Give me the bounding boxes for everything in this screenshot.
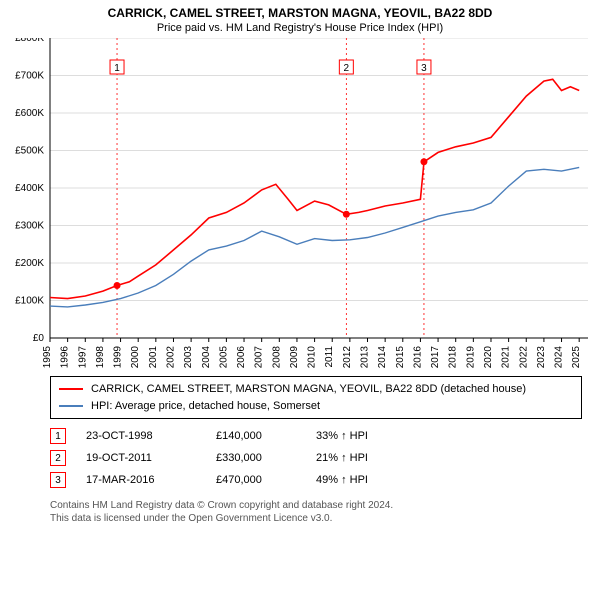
svg-text:2020: 2020 (483, 346, 494, 368)
svg-text:2014: 2014 (377, 346, 388, 368)
svg-text:3: 3 (421, 63, 427, 74)
event-pct: 21% ↑ HPI (316, 452, 368, 464)
svg-text:2015: 2015 (395, 346, 406, 368)
svg-text:1: 1 (114, 63, 120, 74)
event-pct: 49% ↑ HPI (316, 474, 368, 486)
svg-text:2008: 2008 (271, 346, 282, 368)
svg-text:£800K: £800K (15, 38, 44, 44)
event-marker: 2 (50, 450, 66, 466)
event-pct: 33% ↑ HPI (316, 430, 368, 442)
svg-text:1997: 1997 (77, 346, 88, 368)
svg-text:2002: 2002 (165, 346, 176, 368)
svg-text:2011: 2011 (324, 346, 335, 368)
svg-text:2017: 2017 (430, 346, 441, 368)
event-price: £330,000 (216, 452, 296, 464)
event-date: 17-MAR-2016 (86, 474, 196, 486)
svg-text:2010: 2010 (307, 346, 318, 368)
event-date: 19-OCT-2011 (86, 452, 196, 464)
sale-event-row: 2 19-OCT-2011 £330,000 21% ↑ HPI (50, 447, 582, 469)
legend-label: CARRICK, CAMEL STREET, MARSTON MAGNA, YE… (91, 381, 526, 398)
svg-text:£300K: £300K (15, 221, 44, 232)
legend: CARRICK, CAMEL STREET, MARSTON MAGNA, YE… (50, 376, 582, 419)
svg-text:£700K: £700K (15, 71, 44, 82)
svg-text:2006: 2006 (236, 346, 247, 368)
svg-text:£0: £0 (33, 333, 45, 344)
svg-text:2007: 2007 (254, 346, 265, 368)
svg-text:2022: 2022 (518, 346, 529, 368)
svg-text:2005: 2005 (218, 346, 229, 368)
legend-swatch (59, 405, 83, 407)
svg-text:1999: 1999 (113, 346, 124, 368)
svg-text:2025: 2025 (571, 346, 582, 368)
event-price: £470,000 (216, 474, 296, 486)
svg-text:2021: 2021 (501, 346, 512, 368)
footer-line: Contains HM Land Registry data © Crown c… (50, 499, 582, 512)
svg-text:£500K: £500K (15, 146, 44, 157)
legend-swatch (59, 388, 83, 390)
svg-text:2000: 2000 (130, 346, 141, 368)
svg-text:1995: 1995 (42, 346, 53, 368)
footer-line: This data is licensed under the Open Gov… (50, 512, 582, 525)
svg-text:2003: 2003 (183, 346, 194, 368)
svg-text:1996: 1996 (60, 346, 71, 368)
svg-text:2018: 2018 (448, 346, 459, 368)
price-chart: £0 £100K £200K £300K £400K £500K £600K £700K £80… (0, 38, 600, 368)
legend-item: CARRICK, CAMEL STREET, MARSTON MAGNA, YE… (59, 381, 573, 398)
svg-text:2013: 2013 (360, 346, 371, 368)
svg-text:2016: 2016 (412, 346, 423, 368)
legend-label: HPI: Average price, detached house, Some… (91, 398, 320, 415)
chart-container: £0 £100K £200K £300K £400K £500K £600K £700K £80… (0, 38, 600, 368)
svg-text:2023: 2023 (536, 346, 547, 368)
svg-text:2004: 2004 (201, 346, 212, 368)
svg-text:1998: 1998 (95, 346, 106, 368)
svg-text:2: 2 (344, 63, 350, 74)
svg-text:£100K: £100K (15, 296, 44, 307)
event-date: 23-OCT-1998 (86, 430, 196, 442)
event-price: £140,000 (216, 430, 296, 442)
svg-text:2024: 2024 (554, 346, 565, 368)
footer-attribution: Contains HM Land Registry data © Crown c… (50, 499, 582, 525)
sale-event-row: 1 23-OCT-1998 £140,000 33% ↑ HPI (50, 425, 582, 447)
chart-title: CARRICK, CAMEL STREET, MARSTON MAGNA, YE… (0, 0, 600, 20)
legend-item: HPI: Average price, detached house, Some… (59, 398, 573, 415)
svg-text:2001: 2001 (148, 346, 159, 368)
event-marker: 3 (50, 472, 66, 488)
event-marker: 1 (50, 428, 66, 444)
svg-text:2012: 2012 (342, 346, 353, 368)
sale-event-row: 3 17-MAR-2016 £470,000 49% ↑ HPI (50, 469, 582, 491)
sale-events: 1 23-OCT-1998 £140,000 33% ↑ HPI 2 19-OCT-201… (50, 425, 582, 491)
svg-text:£200K: £200K (15, 258, 44, 269)
chart-subtitle: Price paid vs. HM Land Registry's House … (0, 20, 600, 38)
svg-text:£400K: £400K (15, 183, 44, 194)
svg-text:2019: 2019 (465, 346, 476, 368)
svg-text:2009: 2009 (289, 346, 300, 368)
svg-text:£600K: £600K (15, 108, 44, 119)
